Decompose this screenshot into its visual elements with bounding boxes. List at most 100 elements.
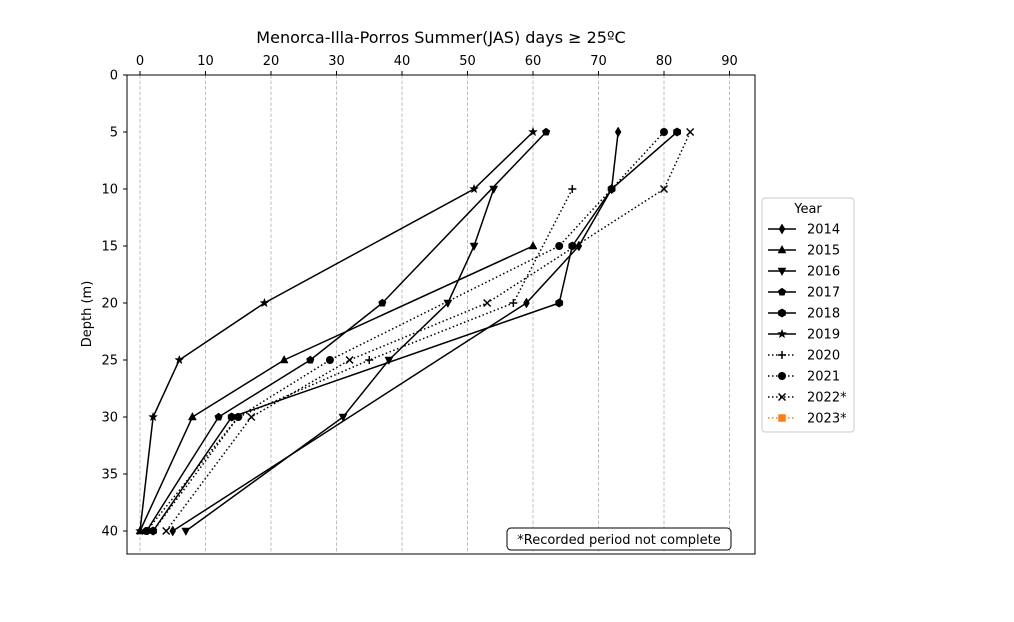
legend-item-2015: 2015 [768, 244, 840, 259]
legend-label: 2017 [807, 286, 840, 301]
series-2014-point [575, 240, 583, 252]
legend-item-2020: 2020 [768, 349, 840, 364]
annotation-box: *Recorded period not complete [506, 527, 732, 551]
y-tick-label: 25 [101, 354, 118, 369]
series-layer [134, 126, 695, 537]
x-tick-label: 50 [459, 54, 476, 69]
series-2017-point [214, 412, 223, 421]
legend-swatch-marker [778, 308, 786, 318]
axes: 0 10 20 30 40 50 60 70 80 90 0 5 10 15 20 25 30 35 40 [101, 54, 737, 540]
chart-title: Menorca-Illa-Porros Summer(JAS) days ≥ 2… [256, 28, 625, 47]
legend-label: 2021 [807, 370, 840, 385]
legend-item-2019: 2019 [768, 328, 840, 343]
x-tick-label: 30 [328, 54, 345, 69]
legend-item-2014: 2014 [768, 223, 840, 238]
series-2020-point [568, 185, 577, 193]
series-2019-line [139, 131, 534, 532]
series-2022-point [247, 412, 256, 422]
y-tick-label: 35 [101, 468, 118, 483]
plot-frame [126, 74, 756, 555]
legend-item-2021: 2021 [768, 370, 840, 385]
series-2019-point [148, 411, 159, 422]
series-2022-point [659, 184, 669, 194]
series-2018-point [555, 298, 564, 308]
series-2022-point [483, 298, 492, 308]
y-tick-label: 10 [101, 183, 118, 198]
series-2020-point [365, 356, 374, 364]
legend-label: 2014 [807, 223, 840, 238]
legend-label: 2023* [807, 412, 847, 427]
legend-swatch-marker [776, 328, 788, 339]
legend-swatch-marker [778, 351, 786, 359]
series-2015-point [528, 240, 538, 250]
series-2021-point [142, 527, 151, 535]
legend: Year 2014 2015 2016 2017 2018 2019 2020 2021 202… [761, 197, 855, 433]
legend-swatch-marker [778, 372, 786, 380]
legend-label: 2022* [807, 391, 847, 406]
legend-swatch-marker [777, 244, 787, 254]
legend-item-2018: 2018 [768, 307, 840, 322]
series-2021-point [660, 128, 668, 136]
series-2022 [162, 127, 695, 536]
series-2022-line [165, 131, 691, 532]
y-tick-label: 20 [101, 297, 118, 312]
annotation-frame [506, 527, 732, 551]
series-2021-point [555, 242, 564, 250]
legend-items: 2014 2015 2016 2017 2018 2019 2020 2021 2022* 202… [768, 223, 847, 427]
series-2019-point [469, 183, 480, 194]
series-2018-point [227, 412, 236, 422]
series-2022-point [345, 355, 354, 365]
series-2021 [142, 128, 668, 535]
legend-swatch-marker [778, 223, 786, 235]
legend-label: 2020 [807, 349, 840, 364]
legend-title: Year [793, 202, 822, 217]
grid-lines [139, 75, 730, 554]
series-2018 [149, 127, 681, 536]
series-2016-point [338, 413, 348, 423]
series-2021-point [325, 356, 334, 364]
x-tick-label: 10 [197, 54, 214, 69]
annotation-text: *Recorded period not complete [517, 533, 721, 548]
series-2016-point [181, 527, 191, 537]
series-2015-point [187, 411, 197, 421]
series-2022-point [686, 127, 695, 137]
x-tick-label: 40 [394, 54, 411, 69]
y-tick-label: 0 [110, 69, 118, 84]
series-2022-point [162, 526, 171, 536]
y-axis-label: Depth (m) [80, 281, 95, 348]
legend-swatch-marker [777, 267, 787, 277]
legend-item-2017: 2017 [768, 286, 840, 301]
series-2018-point [673, 127, 681, 137]
legend-swatch-marker [778, 414, 786, 422]
series-2014-point [614, 126, 622, 138]
series-2016-point [469, 242, 479, 252]
legend-item-2022: 2022* [768, 391, 847, 406]
series-2015-line [139, 245, 534, 532]
series-2016-point [384, 356, 394, 366]
x-tick-label: 80 [656, 54, 673, 69]
series-2014-point [169, 525, 177, 537]
legend-item-2023: 2023* [768, 412, 847, 427]
y-tick-label: 5 [110, 126, 118, 141]
series-2014-point [523, 297, 530, 309]
y-tick-label: 30 [101, 411, 118, 426]
series-2021-point [234, 413, 243, 421]
x-tick-label: 20 [263, 54, 280, 69]
legend-label: 2018 [807, 307, 840, 322]
x-tick-label: 90 [721, 54, 738, 69]
x-tick-label: 70 [590, 54, 607, 69]
series-2019-point [259, 297, 270, 308]
series-2017-point [542, 127, 551, 136]
y-tick-label: 40 [101, 525, 118, 540]
y-tick-label: 15 [101, 240, 118, 255]
series-2017-point [378, 298, 387, 307]
series-2019-point [174, 354, 185, 365]
legend-label: 2015 [807, 244, 840, 259]
series-2020-point [509, 299, 518, 307]
legend-label: 2016 [807, 265, 840, 280]
series-2015-point [279, 354, 289, 364]
series-2017-point [306, 355, 315, 364]
series-2018-line [152, 131, 678, 532]
legend-item-2016: 2016 [768, 265, 840, 280]
